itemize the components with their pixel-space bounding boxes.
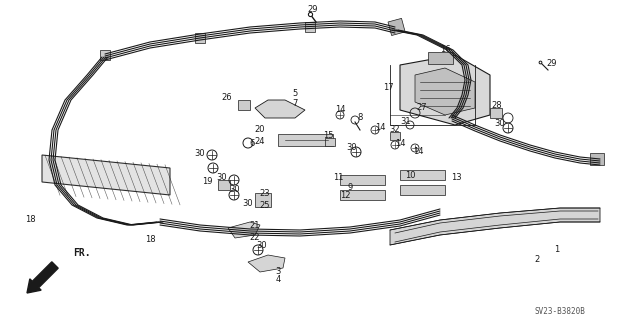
Text: SV23-B3820B: SV23-B3820B	[534, 308, 586, 316]
Text: 30: 30	[195, 149, 205, 158]
Text: 29: 29	[308, 5, 318, 14]
Polygon shape	[390, 208, 600, 245]
Text: 25: 25	[260, 201, 270, 210]
Polygon shape	[400, 55, 490, 125]
Text: 32: 32	[390, 125, 400, 135]
Text: 14: 14	[413, 147, 423, 157]
Polygon shape	[248, 255, 285, 272]
Text: 14: 14	[335, 106, 345, 115]
Bar	[590, 153, 604, 165]
Text: 30: 30	[230, 186, 240, 195]
Text: 15: 15	[323, 130, 333, 139]
Bar	[218, 180, 230, 190]
Bar	[278, 134, 333, 146]
Text: 30: 30	[347, 144, 357, 152]
Text: 12: 12	[340, 190, 350, 199]
Bar	[490, 108, 502, 118]
Text: 30: 30	[243, 199, 253, 209]
Text: 9: 9	[348, 183, 353, 192]
Text: 11: 11	[333, 173, 343, 182]
Polygon shape	[42, 155, 170, 195]
Text: 22: 22	[250, 234, 260, 242]
Text: 14: 14	[375, 122, 385, 131]
Bar	[195, 33, 205, 43]
Text: 21: 21	[250, 220, 260, 229]
Text: 31: 31	[401, 117, 412, 127]
Bar	[238, 100, 250, 110]
Bar	[340, 190, 385, 200]
Text: 29: 29	[547, 58, 557, 68]
Text: 5: 5	[292, 88, 298, 98]
Bar	[400, 170, 445, 180]
Text: 3: 3	[275, 266, 281, 276]
Text: FR.: FR.	[73, 248, 91, 258]
Bar	[340, 175, 385, 185]
Text: 19: 19	[202, 177, 212, 187]
Text: 14: 14	[395, 138, 405, 147]
Text: 8: 8	[357, 114, 363, 122]
Bar	[388, 19, 405, 35]
Bar	[428, 52, 453, 64]
Text: 10: 10	[404, 170, 415, 180]
Bar	[390, 132, 400, 140]
Text: 20: 20	[255, 125, 265, 135]
Text: 1: 1	[554, 246, 559, 255]
Polygon shape	[415, 68, 475, 115]
Text: 16: 16	[440, 46, 451, 55]
Text: 28: 28	[492, 100, 502, 109]
Text: 26: 26	[221, 93, 232, 102]
Text: 30: 30	[495, 118, 506, 128]
Text: 18: 18	[145, 235, 156, 244]
Text: 13: 13	[451, 174, 461, 182]
Text: 27: 27	[417, 103, 428, 113]
Bar	[255, 193, 271, 207]
Bar	[400, 185, 445, 195]
Text: 23: 23	[260, 189, 270, 197]
Text: 24: 24	[255, 137, 265, 146]
Bar	[305, 22, 315, 32]
Text: 30: 30	[217, 174, 227, 182]
Text: 7: 7	[292, 99, 298, 108]
Text: 30: 30	[257, 241, 268, 250]
Text: 2: 2	[534, 256, 540, 264]
Text: 18: 18	[25, 216, 35, 225]
FancyArrow shape	[27, 262, 58, 293]
Bar	[100, 50, 110, 60]
Bar	[325, 138, 335, 146]
Text: 6: 6	[250, 138, 255, 147]
Polygon shape	[228, 222, 260, 238]
Text: 17: 17	[383, 84, 394, 93]
Text: 4: 4	[275, 276, 280, 285]
Polygon shape	[255, 100, 305, 118]
